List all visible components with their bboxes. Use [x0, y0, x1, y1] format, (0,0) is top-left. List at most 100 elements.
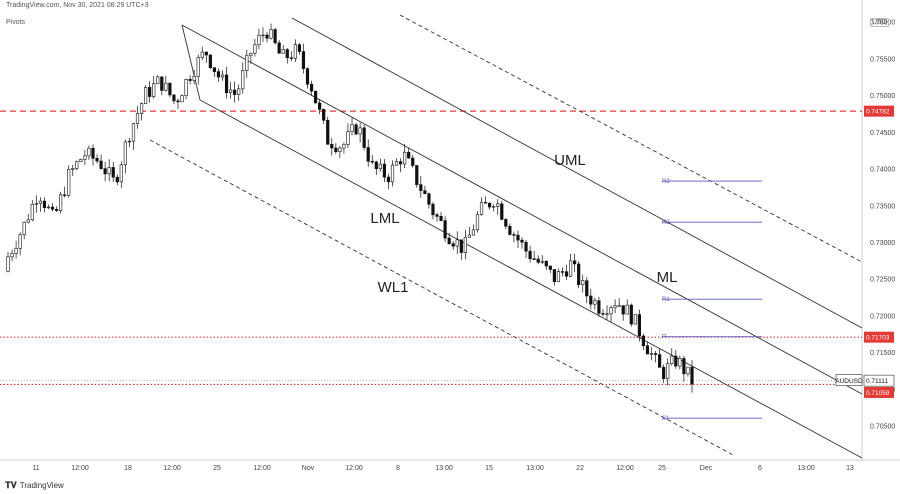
channel-label: LML	[370, 210, 399, 227]
candle-body	[508, 225, 512, 235]
candle-body	[629, 304, 633, 325]
y-tick-label: 0.73500	[870, 203, 895, 210]
pivot-label: R1	[662, 297, 670, 303]
x-tick-label: 13:00	[435, 465, 453, 472]
candle-body	[415, 165, 419, 185]
candle-body	[573, 260, 577, 265]
candle-body	[34, 203, 38, 205]
candle-body	[666, 363, 670, 379]
candle-body	[577, 263, 581, 286]
candle-body	[172, 94, 176, 102]
y-tick-label: 0.74500	[870, 130, 895, 137]
candle-body	[176, 100, 180, 103]
candle-body	[184, 78, 188, 96]
candle-body	[447, 237, 451, 245]
candle-body	[326, 119, 330, 145]
x-tick-label: 18	[124, 465, 132, 472]
price-tag: 0.71703	[866, 335, 890, 342]
median-line	[181, 24, 863, 395]
candle-body	[593, 300, 597, 305]
candle-body	[532, 258, 536, 260]
upper-warning-line	[399, 14, 863, 263]
candle-body	[678, 358, 682, 367]
candle-body	[164, 82, 168, 91]
symbol-tag-box	[835, 374, 863, 386]
pivot-label: R3	[662, 179, 670, 185]
candle-body	[390, 164, 395, 183]
candle-body	[188, 78, 192, 81]
price-tag-box	[863, 374, 895, 387]
candle-body	[257, 35, 261, 46]
candle-body	[601, 313, 605, 315]
candle-body	[560, 271, 565, 273]
candle-body	[277, 42, 281, 54]
candle-body	[649, 353, 654, 355]
candle-body	[135, 113, 140, 124]
candle-body	[30, 203, 34, 221]
candle-body	[289, 57, 293, 59]
candle-body	[431, 203, 435, 216]
candle-body	[99, 160, 103, 169]
price-tag: 0.74782	[866, 109, 890, 116]
candle-body	[241, 70, 245, 90]
candle-body	[492, 206, 496, 208]
candle-body	[75, 161, 79, 169]
candle-body	[419, 184, 423, 191]
candle-body	[641, 335, 646, 347]
candle-body	[95, 158, 99, 162]
x-tick-label: Nov	[302, 465, 315, 472]
candle-body	[269, 29, 273, 39]
candle-body	[265, 34, 269, 39]
candle-body	[67, 169, 71, 196]
candle-body	[334, 147, 338, 152]
candle-body	[658, 354, 662, 368]
candle-body	[398, 161, 403, 165]
candle-body	[79, 159, 83, 162]
candle-body	[496, 203, 500, 207]
candle-body	[192, 76, 196, 81]
candle-body	[471, 229, 476, 236]
candle-body	[427, 193, 431, 205]
x-tick-label: Dec	[700, 465, 713, 472]
candle-body	[42, 200, 47, 209]
x-tick-label: 22	[576, 465, 584, 472]
candle-body	[500, 203, 504, 220]
currency-label[interactable]: USD	[870, 18, 889, 27]
candle-body	[552, 269, 556, 283]
candle-body	[26, 219, 30, 223]
candle-body	[50, 206, 55, 210]
candle-body	[212, 67, 217, 72]
candle-body	[443, 220, 447, 239]
candle-body	[301, 51, 306, 69]
candle-body	[394, 161, 399, 166]
candle-body	[281, 49, 285, 54]
candle-body	[127, 140, 132, 143]
candle-body	[645, 345, 650, 355]
price-tag: 0.71111	[866, 378, 888, 385]
pivot-label: R2	[662, 220, 670, 226]
candle-body	[403, 151, 407, 165]
candle-body	[46, 206, 51, 209]
candle-body	[686, 366, 690, 375]
x-tick-label: 12:00	[163, 465, 181, 472]
candle-body	[625, 304, 629, 315]
footer-brand[interactable]: 𝐓𝐕 TradingView	[5, 480, 64, 491]
candle-body	[115, 176, 119, 183]
price-tag-box	[864, 386, 894, 398]
y-tick-label: 0.75000	[870, 93, 895, 100]
candle-body	[520, 239, 524, 243]
candle-body	[670, 355, 674, 364]
candle-body	[233, 89, 237, 95]
x-tick-label: 13	[846, 465, 854, 472]
candle-body	[382, 163, 387, 178]
candle-body	[249, 52, 253, 56]
candle-body	[245, 54, 249, 71]
candle-body	[59, 194, 63, 211]
candle-body	[378, 163, 382, 170]
candle-body	[139, 103, 144, 114]
pivots-indicator-label[interactable]: Pivots	[6, 19, 26, 26]
candle-body	[346, 131, 350, 145]
candle-body	[156, 76, 160, 85]
x-tick-label: 12:00	[71, 465, 89, 472]
